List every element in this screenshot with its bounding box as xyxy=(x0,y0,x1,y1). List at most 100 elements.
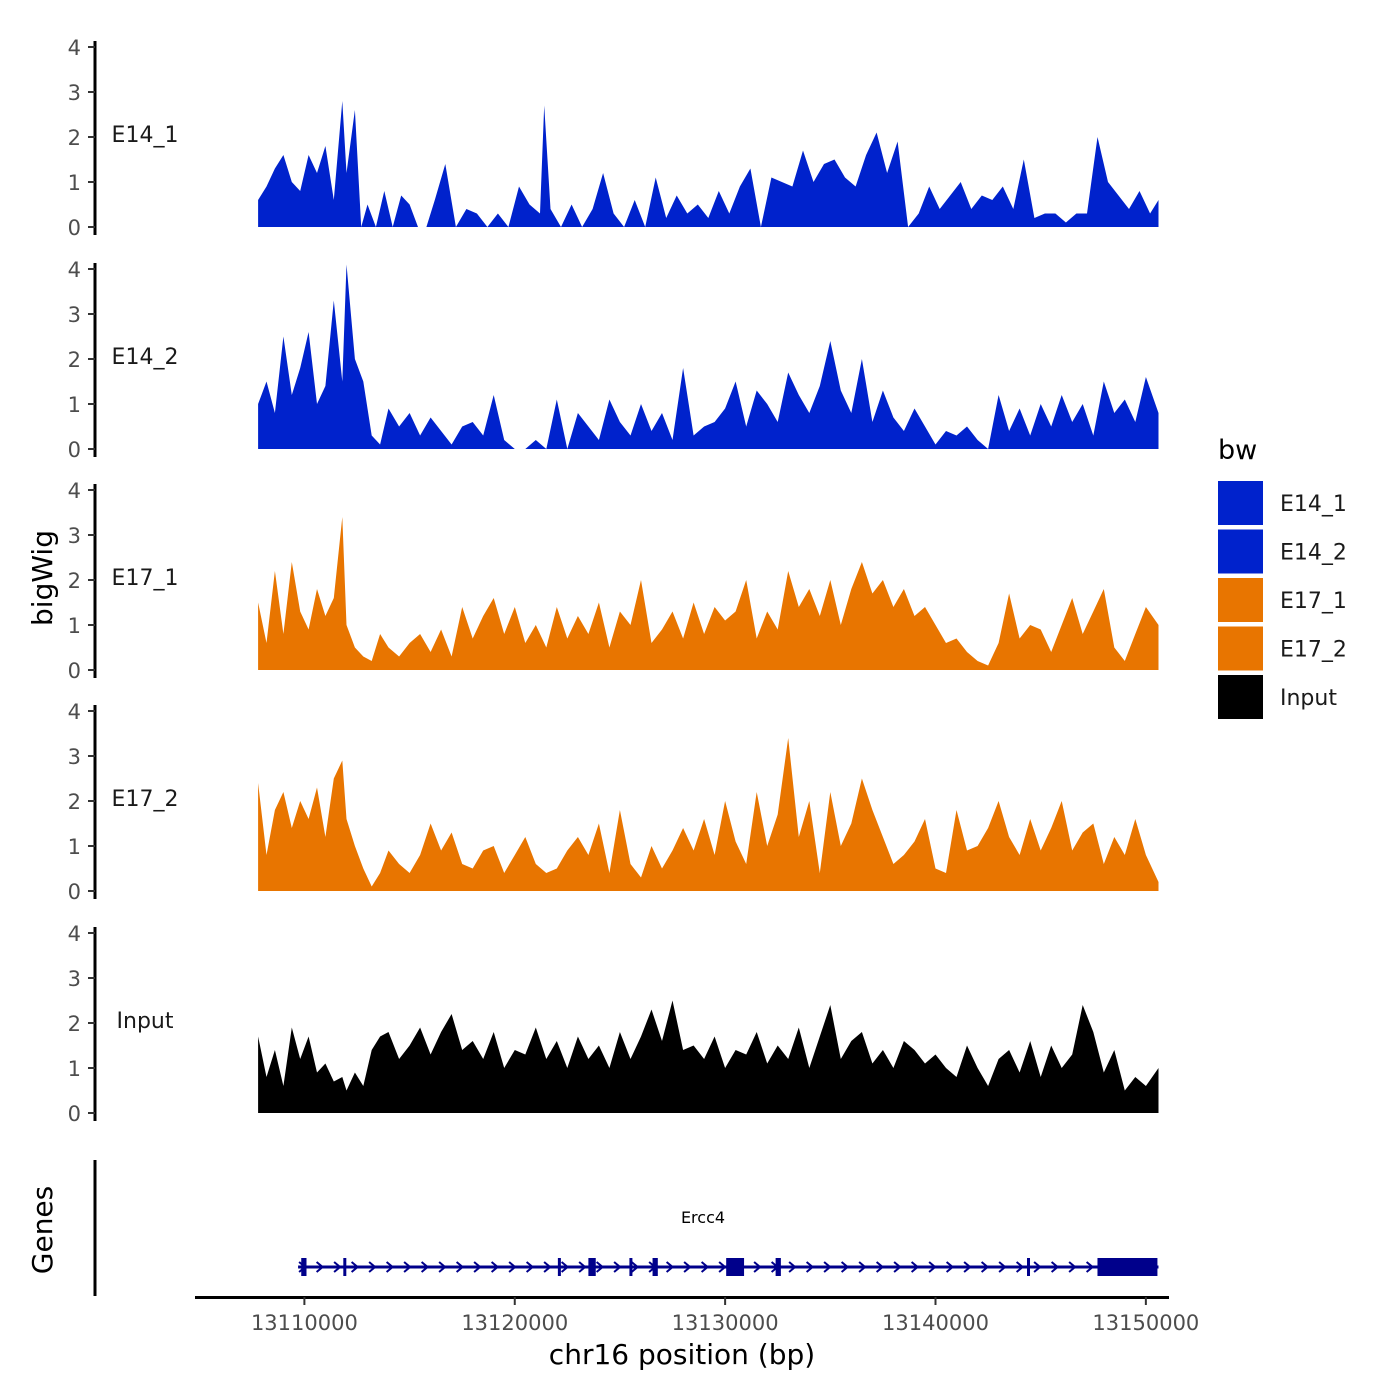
track-panel-E17_1: 0 1 2 3 4 E17_1 xyxy=(68,479,1159,683)
strand-arrow xyxy=(840,1261,850,1273)
x-tick-label: 13110000 xyxy=(251,1311,358,1335)
x-tick-label: 13150000 xyxy=(1092,1311,1199,1335)
y-tick-label: 1 xyxy=(68,1057,81,1081)
strand-arrow xyxy=(560,1261,570,1273)
strand-arrow xyxy=(858,1261,867,1273)
track-panel-E14_2: 0 1 2 3 4 E14_2 xyxy=(68,258,1159,462)
track-panel-E14_1: 0 1 2 3 4 E14_1 xyxy=(68,36,1159,240)
legend-label: E17_1 xyxy=(1280,589,1347,614)
gene-exon xyxy=(557,1258,561,1276)
y-tick-label: 3 xyxy=(68,967,81,991)
strand-arrow xyxy=(1033,1261,1042,1273)
y-axis-title: bigWig xyxy=(26,530,59,626)
strand-arrow xyxy=(630,1261,640,1273)
gene-exon xyxy=(1027,1258,1031,1276)
x-tick-label: 13120000 xyxy=(461,1311,568,1335)
strand-arrow xyxy=(980,1261,990,1273)
legend-swatch-E14_1 xyxy=(1218,481,1263,525)
tracks-layer: 0 1 2 3 4 E14_1 0 1 2 3 4 E14_2 0 1 2 3 4 E17_1 0 1 2 3 4 E17_2… xyxy=(68,36,1159,1126)
strand-arrow xyxy=(823,1261,832,1273)
y-tick-label: 3 xyxy=(68,303,81,327)
strand-arrow xyxy=(788,1261,797,1273)
gene-exon xyxy=(301,1258,307,1276)
y-tick-label: 2 xyxy=(68,348,81,372)
signal-area-E14_1 xyxy=(258,101,1159,227)
strand-arrow xyxy=(700,1261,710,1273)
y-tick-label: 0 xyxy=(68,659,81,683)
strand-arrow xyxy=(718,1261,727,1273)
legend-label: E14_2 xyxy=(1280,541,1347,566)
y-tick-label: 4 xyxy=(68,922,81,946)
strand-arrow xyxy=(385,1261,395,1273)
y-tick-label: 0 xyxy=(68,438,81,462)
y-tick-label: 4 xyxy=(68,700,81,724)
y-tick-label: 1 xyxy=(68,171,81,195)
y-tick-label: 4 xyxy=(68,479,81,503)
strand-arrow xyxy=(945,1261,955,1273)
strand-arrow xyxy=(508,1261,517,1273)
legend-label: E14_1 xyxy=(1280,492,1347,517)
track-label: E17_1 xyxy=(112,566,179,591)
x-tick-label: 13140000 xyxy=(882,1311,989,1335)
gene-exon xyxy=(726,1258,745,1276)
strand-arrow xyxy=(753,1261,762,1273)
strand-arrow xyxy=(875,1261,885,1273)
legend-label: E17_2 xyxy=(1280,638,1347,663)
gene-label: Ercc4 xyxy=(681,1208,725,1227)
y-tick-label: 1 xyxy=(68,835,81,859)
strand-arrow xyxy=(595,1261,605,1273)
genes-axis-title: Genes xyxy=(26,1186,59,1274)
y-tick-label: 2 xyxy=(68,569,81,593)
gene-exon xyxy=(629,1258,633,1276)
strand-arrow xyxy=(350,1261,360,1273)
y-tick-label: 0 xyxy=(68,216,81,240)
y-tick-label: 3 xyxy=(68,745,81,769)
strand-arrow xyxy=(613,1261,622,1273)
strand-arrow xyxy=(1085,1261,1095,1273)
y-tick-label: 2 xyxy=(68,1012,81,1036)
signal-area-E17_2 xyxy=(258,738,1159,891)
strand-arrow xyxy=(665,1261,675,1273)
signal-area-E17_1 xyxy=(258,517,1159,670)
x-tick-label: 13130000 xyxy=(672,1311,779,1335)
track-label: E17_2 xyxy=(112,787,179,812)
strand-arrow xyxy=(525,1261,535,1273)
strand-arrow xyxy=(893,1261,902,1273)
strand-arrow xyxy=(805,1261,815,1273)
y-tick-label: 3 xyxy=(68,524,81,548)
y-tick-label: 0 xyxy=(68,1102,81,1126)
track-label: Input xyxy=(117,1009,174,1034)
signal-area-E14_2 xyxy=(258,264,1159,449)
legend-swatch-E14_2 xyxy=(1218,529,1263,574)
legend-title: bw xyxy=(1218,435,1257,466)
strand-arrow xyxy=(543,1261,552,1273)
y-tick-label: 1 xyxy=(68,614,81,638)
legend: bw E14_1 E14_2 E17_1 E17_2 Input xyxy=(1218,435,1347,719)
gene-track: Ercc4 Genes xyxy=(26,1160,1159,1296)
strand-arrow xyxy=(315,1261,325,1273)
y-tick-label: 0 xyxy=(68,880,81,904)
strand-arrow xyxy=(333,1261,342,1273)
x-axis: chr16 position (bp) 13110000 13120000 1313… xyxy=(195,1296,1199,1371)
strand-arrow xyxy=(455,1261,465,1273)
strand-arrow xyxy=(420,1261,430,1273)
y-tick-label: 2 xyxy=(68,126,81,150)
strand-arrow xyxy=(963,1261,972,1273)
strand-arrow xyxy=(910,1261,920,1273)
gene-exon xyxy=(775,1258,781,1276)
strand-arrow xyxy=(1015,1261,1025,1273)
y-tick-label: 4 xyxy=(68,36,81,60)
strand-arrow xyxy=(578,1261,587,1273)
strand-arrow xyxy=(928,1261,937,1273)
legend-swatch-E17_1 xyxy=(1218,578,1263,622)
strand-arrow xyxy=(403,1261,412,1273)
strand-arrow xyxy=(438,1261,447,1273)
strand-arrow xyxy=(683,1261,692,1273)
track-panel-E17_2: 0 1 2 3 4 E17_2 xyxy=(68,700,1159,904)
strand-arrow xyxy=(1050,1261,1060,1273)
strand-arrow xyxy=(1068,1261,1077,1273)
gene-exon xyxy=(1097,1258,1158,1276)
track-label: E14_2 xyxy=(112,345,179,370)
gene-exon xyxy=(652,1258,658,1276)
